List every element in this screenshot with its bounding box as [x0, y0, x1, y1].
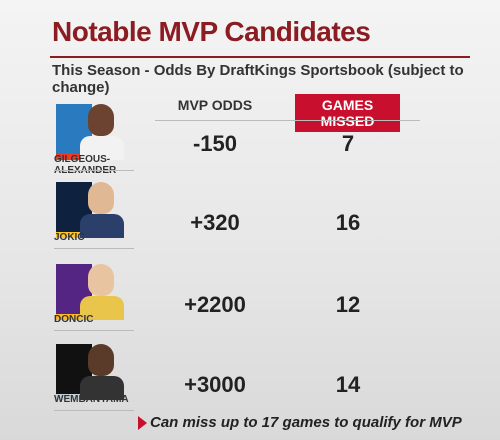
player-head — [88, 104, 114, 136]
games-missed-value: 12 — [335, 292, 361, 317]
games-missed-value: 7 — [341, 131, 355, 156]
footnote: Can miss up to 17 games to qualify for M… — [150, 414, 462, 431]
player-body — [80, 136, 124, 160]
player-body — [80, 376, 124, 400]
footnote-marker — [138, 416, 147, 430]
odds-value: +320 — [190, 210, 240, 235]
odds-value: +2200 — [184, 292, 246, 317]
divider — [54, 170, 134, 171]
title-rule — [50, 56, 470, 58]
divider — [54, 330, 134, 331]
player-name: DONCIC — [54, 314, 94, 325]
player-name: JOKIC — [54, 232, 85, 243]
games-missed-value: 14 — [335, 372, 361, 397]
subtitle: This Season - Odds By DraftKings Sportsb… — [52, 62, 464, 96]
player-body — [80, 296, 124, 320]
odds-value: -150 — [192, 131, 238, 156]
column-header: GAMES MISSED — [295, 94, 400, 132]
column-header: MVP ODDS — [177, 97, 253, 113]
player-head — [88, 182, 114, 214]
player-head — [88, 344, 114, 376]
player-image — [56, 338, 128, 400]
divider — [54, 410, 134, 411]
player-name: WEMBANYAMA — [54, 394, 129, 405]
divider — [54, 248, 134, 249]
player-image — [56, 258, 128, 320]
player-image — [56, 98, 128, 160]
team-logo — [56, 104, 92, 160]
title: Notable MVP Candidates — [52, 16, 371, 47]
player-name: GILGEOUS-ALEXANDER — [54, 154, 116, 176]
games-missed-value: 16 — [335, 210, 361, 235]
divider — [155, 120, 420, 121]
player-body — [80, 214, 124, 238]
odds-value: +3000 — [184, 372, 246, 397]
player-image — [56, 176, 128, 238]
player-head — [88, 264, 114, 296]
